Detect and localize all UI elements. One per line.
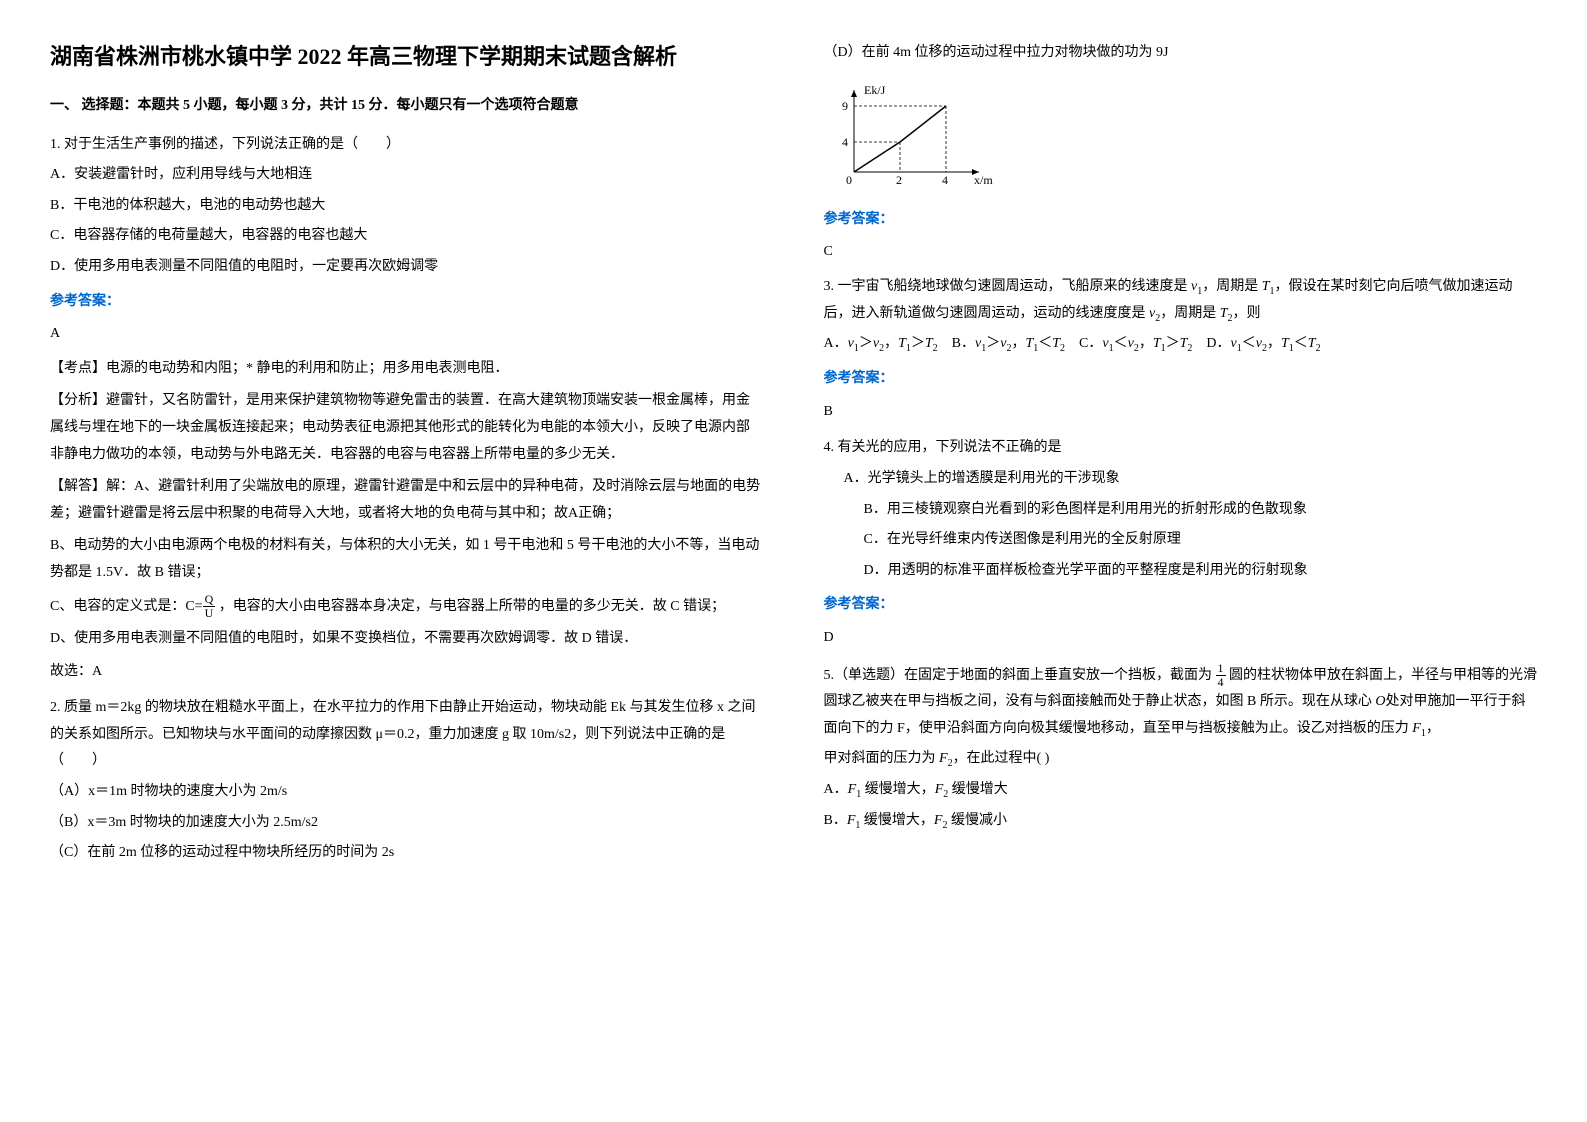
q5-text-1: 5.（单选题）在固定于地面的斜面上垂直安放一个挡板，截面为 <box>824 667 1216 682</box>
q4-option-c: C．在光导纤维束内传送图像是利用光的全反射原理 <box>824 527 1538 554</box>
q3-text-2: ，周期是 <box>1202 279 1262 294</box>
q4-option-a: A．光学镜头上的增透膜是利用光的干涉现象 <box>824 466 1538 493</box>
x-label: x/m <box>974 173 993 187</box>
q5-text-6: ，在此过程中( ) <box>953 751 1050 766</box>
q2-text: 2. 质量 m＝2kg 的物块放在粗糙水平面上，在水平拉力的作用下由静止开始运动… <box>50 695 764 775</box>
q5-o: O <box>1375 694 1385 709</box>
q1-analysis-5: C、电容的定义式是：C=QU ，电容的大小由电容器本身决定，与电容器上所带的电量… <box>50 593 764 621</box>
q3-text-1: 3. 一宇宙飞船绕地球做匀速圆周运动，飞船原来的线速度是 <box>824 279 1192 294</box>
q3-text-4: ，周期是 <box>1160 306 1220 321</box>
q5-option-b: B．F1 缓慢增大，F2 缓慢减小 <box>824 808 1538 835</box>
question-1: 1. 对于生活生产事例的描述，下列说法正确的是（ ） A．安装避雷针时，应利用导… <box>50 132 764 686</box>
q5-f1: F <box>1412 721 1421 736</box>
frac-q: Q <box>203 593 216 607</box>
right-column: （D）在前 4m 位移的运动过程中拉力对物块做的功为 9J Ek/J x/m 4… <box>824 40 1538 877</box>
question-5: 5.（单选题）在固定于地面的斜面上垂直安放一个挡板，截面为 14 圆的柱状物体甲… <box>824 662 1538 835</box>
fraction-1-4: 14 <box>1216 662 1226 689</box>
q4-option-b: B．用三棱镜观察白光看到的彩色图样是利用用光的折射形成的色散现象 <box>824 497 1538 524</box>
q1-analysis-3: 【解答】解：A、避雷针利用了尖端放电的原理，避雷针避雷是中和云层中的异种电荷，及… <box>50 474 764 527</box>
x-tick-4: 4 <box>942 173 948 187</box>
q5-text-line2: 甲对斜面的压力为 F2，在此过程中( ) <box>824 746 1538 773</box>
q5-optb-2: 缓慢增大， <box>860 813 934 828</box>
q5-opta-1: A． <box>824 782 848 797</box>
q1-option-b: B．干电池的体积越大，电池的电动势也越大 <box>50 193 764 220</box>
fraction-q-u: QU <box>203 593 216 620</box>
q2-option-c: （C）在前 2m 位移的运动过程中物块所经历的时间为 2s <box>50 840 764 867</box>
q2-answer: C <box>824 239 1538 266</box>
q1-analysis-4: B、电动势的大小由电源两个电极的材料有关，与体积的大小无关，如 1 号干电池和 … <box>50 533 764 586</box>
q1-option-d: D．使用多用电表测量不同阻值的电阻时，一定要再次欧姆调零 <box>50 254 764 281</box>
q4-text: 4. 有关光的应用，下列说法不正确的是 <box>824 435 1538 462</box>
q1-option-c: C．电容器存储的电荷量越大，电容器的电容也越大 <box>50 223 764 250</box>
q1-text: 1. 对于生活生产事例的描述，下列说法正确的是（ ） <box>50 132 764 159</box>
q1-answer: A <box>50 321 764 348</box>
q3-answer-label: 参考答案： <box>824 366 1538 393</box>
q3-text: 3. 一宇宙飞船绕地球做匀速圆周运动，飞船原来的线速度是 v1，周期是 T1，假… <box>824 274 1538 328</box>
q1-answer-label: 参考答案： <box>50 289 764 316</box>
q5-optb-3: 缓慢减小 <box>947 813 1007 828</box>
q1-analysis-1: 【考点】电源的电动势和内阻；* 静电的利用和防止；用多用电表测电阻． <box>50 356 764 383</box>
ek-x-graph: Ek/J x/m 4 9 0 2 4 <box>834 82 1538 192</box>
q5-f2: F <box>939 751 948 766</box>
question-4: 4. 有关光的应用，下列说法不正确的是 A．光学镜头上的增透膜是利用光的干涉现象… <box>824 435 1538 651</box>
graph-line-1 <box>854 142 900 172</box>
q2-answer-label: 参考答案： <box>824 207 1538 234</box>
question-2: 2. 质量 m＝2kg 的物块放在粗糙水平面上，在水平拉力的作用下由静止开始运动… <box>50 695 764 867</box>
y-label: Ek/J <box>864 83 886 97</box>
q3-t1: T <box>1262 279 1270 294</box>
q5-option-a: A．F1 缓慢增大，F2 缓慢增大 <box>824 777 1538 804</box>
q5-opta-2: 缓慢增大， <box>861 782 935 797</box>
q1-option-a: A．安装避雷针时，应利用导线与大地相连 <box>50 162 764 189</box>
y-tick-9: 9 <box>842 99 848 113</box>
q5-opta-3: 缓慢增大 <box>948 782 1008 797</box>
frac-4: 4 <box>1216 676 1226 689</box>
q5a-f2: F <box>935 782 944 797</box>
q1-analysis-6: D、使用多用电表测量不同阻值的电阻时，如果不变换档位，不需要再次欧姆调零．故 D… <box>50 626 764 653</box>
q5-text-4: ， <box>1426 721 1440 736</box>
q1-analysis-5b: ，电容的大小由电容器本身决定，与电容器上所带的电量的多少无关．故 C 错误； <box>215 598 725 613</box>
section-1-header: 一、 选择题：本题共 5 小题，每小题 3 分，共计 15 分．每小题只有一个选… <box>50 93 764 120</box>
q4-option-d: D．用透明的标准平面样板检查光学平面的平整程度是利用光的衍射现象 <box>824 558 1538 585</box>
q1-analysis-5a: C、电容的定义式是：C= <box>50 598 203 613</box>
document-title: 湖南省株洲市桃水镇中学 2022 年高三物理下学期期末试题含解析 <box>50 40 764 73</box>
q1-analysis-7: 故选：A <box>50 659 764 686</box>
q2-option-b: （B）x＝3m 时物块的加速度大小为 2.5m/s2 <box>50 810 764 837</box>
graph-svg: Ek/J x/m 4 9 0 2 4 <box>834 82 994 192</box>
x-tick-0: 0 <box>846 173 852 187</box>
q3-answer: B <box>824 399 1538 426</box>
q5a-f1: F <box>848 782 857 797</box>
left-column: 湖南省株洲市桃水镇中学 2022 年高三物理下学期期末试题含解析 一、 选择题：… <box>50 40 764 877</box>
q2-option-d: （D）在前 4m 位移的运动过程中拉力对物块做的功为 9J <box>824 40 1538 67</box>
q3-options: A．v1＞v2，T1＞T2 B．v1＞v2，T1＜T2 C．v1＜v2，T1＞T… <box>824 331 1538 358</box>
question-3: 3. 一宇宙飞船绕地球做匀速圆周运动，飞船原来的线速度是 v1，周期是 T1，假… <box>824 274 1538 426</box>
q3-t2: T <box>1220 306 1228 321</box>
frac-1: 1 <box>1216 662 1226 676</box>
x-tick-2: 2 <box>896 173 902 187</box>
q5-optb-1: B． <box>824 813 847 828</box>
q2-option-a: （A）x＝1m 时物块的速度大小为 2m/s <box>50 779 764 806</box>
y-arrow <box>851 90 857 97</box>
y-tick-4: 4 <box>842 135 848 149</box>
q1-analysis-2: 【分析】避雷针，又名防雷针，是用来保护建筑物物等避免雷击的装置．在高大建筑物顶端… <box>50 388 764 468</box>
q4-answer-label: 参考答案： <box>824 592 1538 619</box>
graph-line-2 <box>900 106 946 142</box>
q5-text: 5.（单选题）在固定于地面的斜面上垂直安放一个挡板，截面为 14 圆的柱状物体甲… <box>824 662 1538 743</box>
q4-answer: D <box>824 625 1538 652</box>
q3-text-5: ，则 <box>1233 306 1261 321</box>
q5-text-5: 甲对斜面的压力为 <box>824 751 940 766</box>
frac-u: U <box>203 607 216 620</box>
